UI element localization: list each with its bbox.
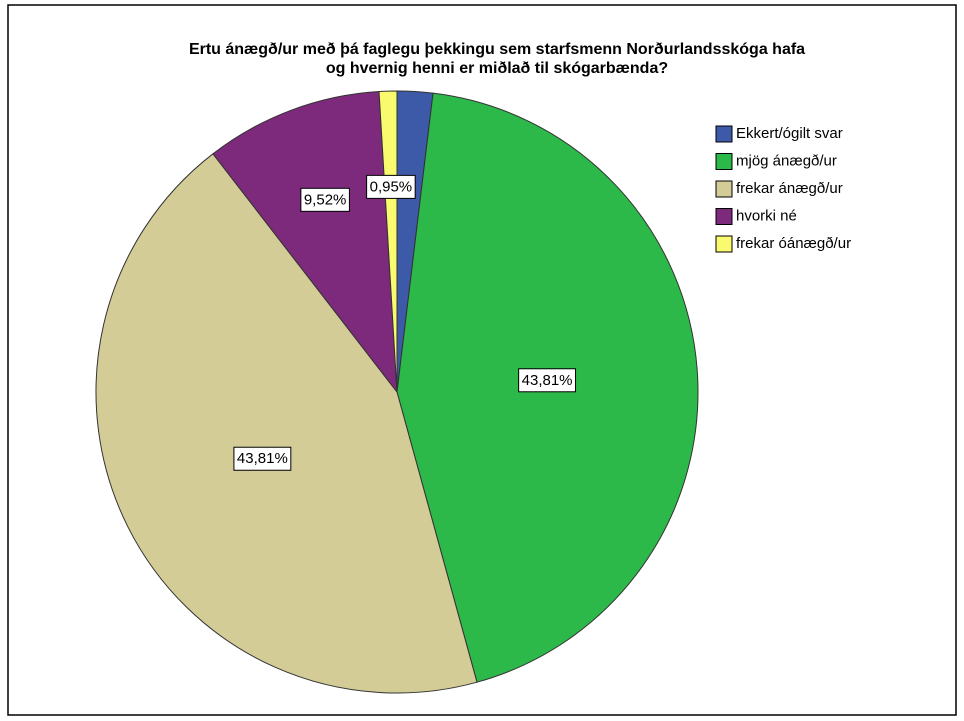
legend-label: hvorki né bbox=[736, 207, 797, 224]
data-label: 0,95% bbox=[370, 178, 413, 195]
data-label: 43,81% bbox=[522, 372, 573, 389]
data-label: 43,81% bbox=[237, 450, 288, 467]
legend-swatch bbox=[715, 235, 733, 253]
legend-label: Ekkert/ógilt svar bbox=[736, 125, 843, 142]
data-label-box bbox=[300, 187, 350, 212]
data-label-box bbox=[518, 368, 577, 393]
legend-swatch bbox=[715, 180, 733, 198]
pie-slice bbox=[378, 90, 398, 393]
legend-label: frekar óánægð/ur bbox=[736, 235, 851, 252]
pie-slice bbox=[212, 91, 398, 394]
data-label: 9,52% bbox=[304, 191, 347, 208]
data-label-box bbox=[366, 174, 416, 199]
legend-label: mjög ánægð/ur bbox=[736, 152, 837, 169]
data-label-box bbox=[233, 446, 292, 471]
pie-slice bbox=[95, 153, 478, 694]
chart-title: Ertu ánægð/ur með þá faglegu þekkingu se… bbox=[189, 41, 805, 58]
legend-swatch bbox=[715, 153, 733, 170]
legend-label: frekar ánægð/ur bbox=[736, 180, 843, 197]
chart-title: og hvernig henni er miðlað til skógarbæn… bbox=[326, 60, 668, 77]
legend-swatch bbox=[715, 208, 733, 225]
legend-swatch bbox=[715, 125, 733, 143]
